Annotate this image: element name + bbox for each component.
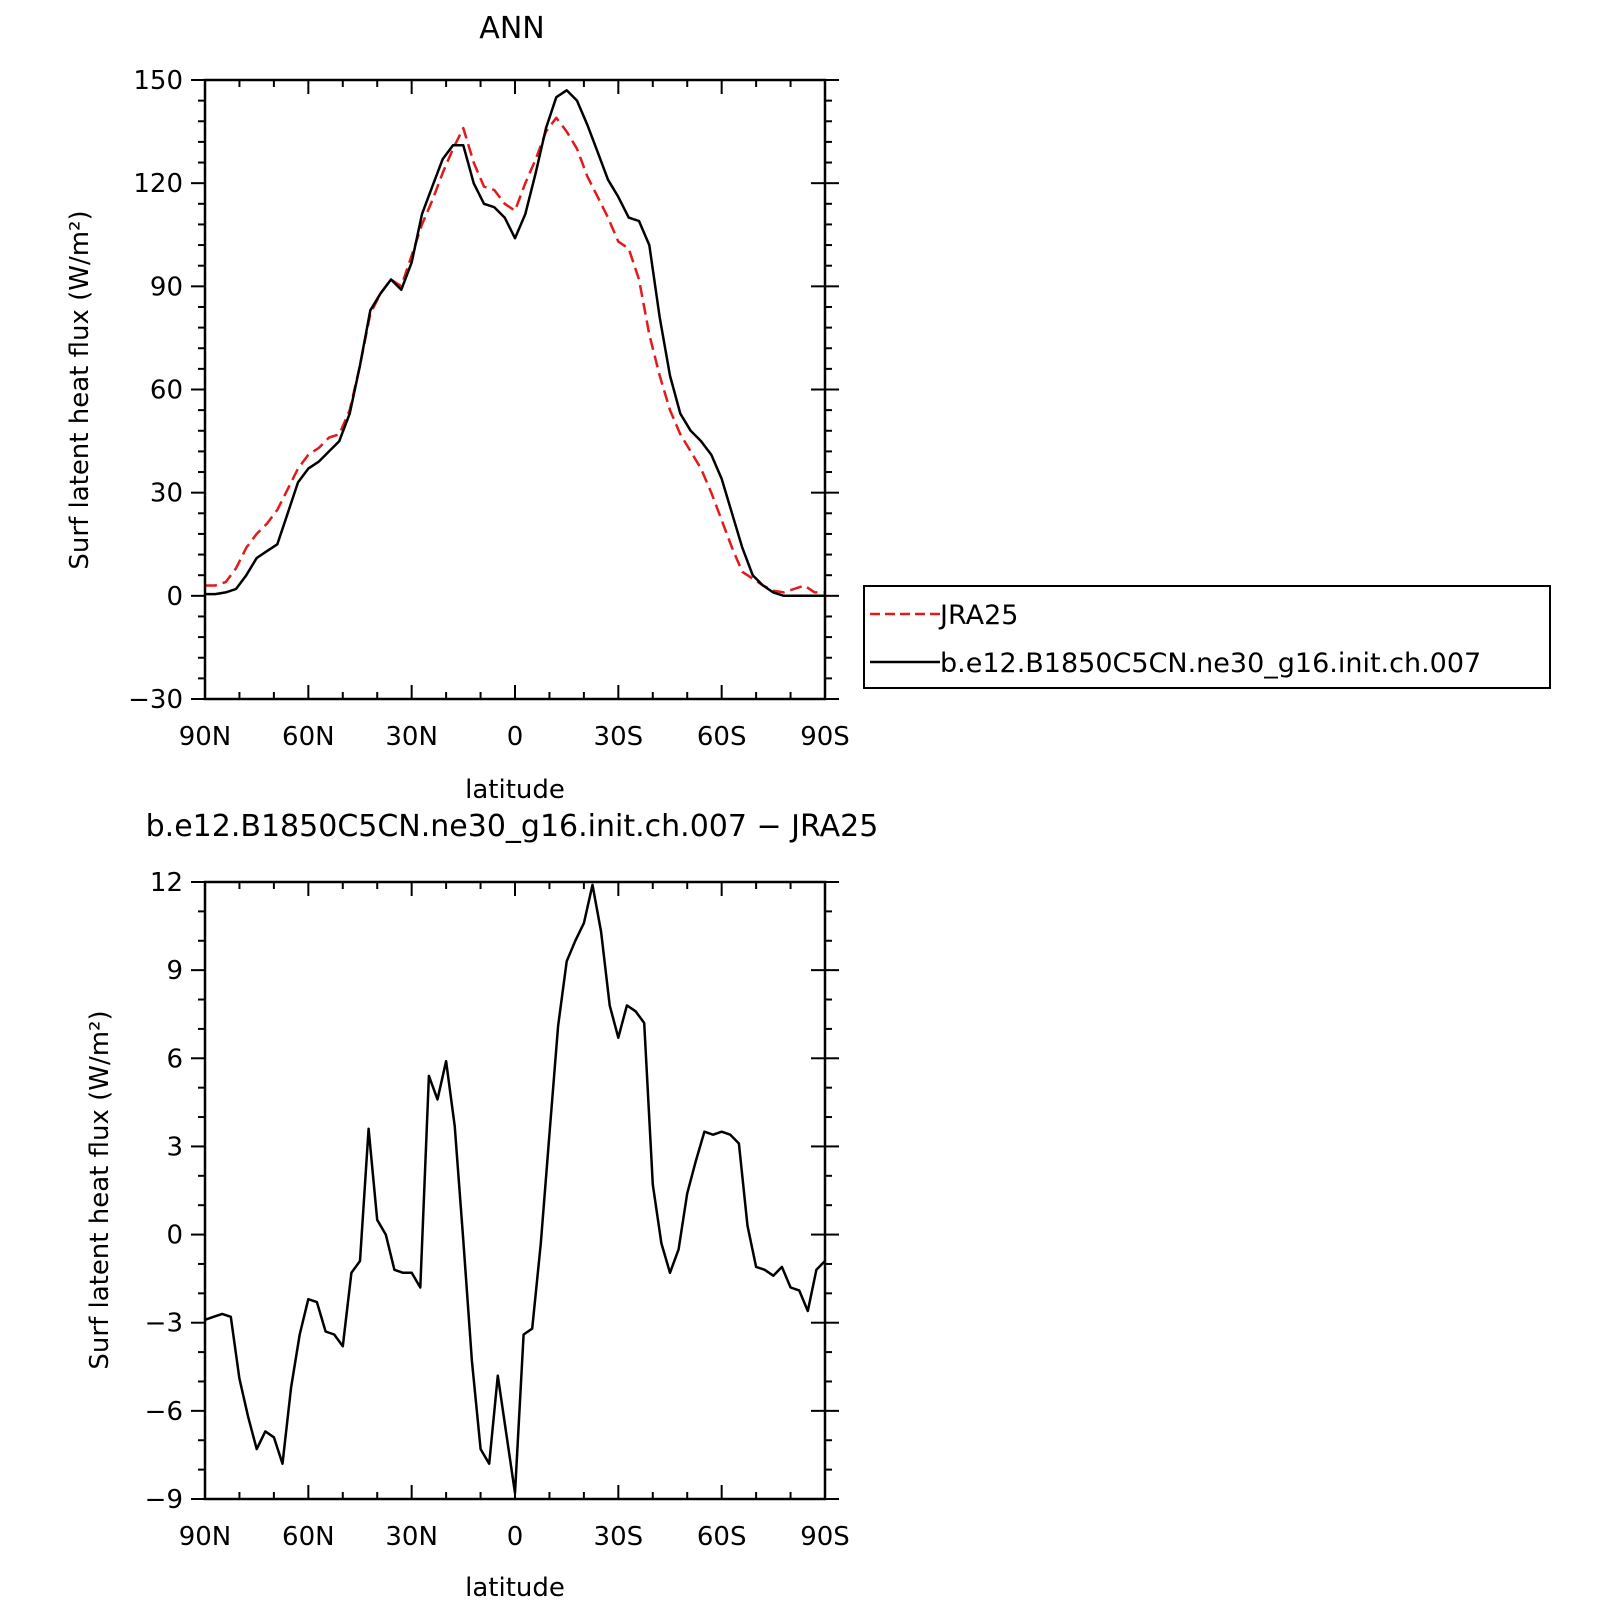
bottom-y-tick-label: 6 — [166, 1044, 183, 1074]
top-y-tick-label: −30 — [128, 685, 183, 715]
top-y-tick-label: 90 — [150, 272, 183, 302]
top-x-tick-label: 30N — [385, 722, 438, 752]
bottom-y-tick-label: −3 — [145, 1309, 183, 1339]
bottom-y-tick-label: 12 — [150, 868, 183, 898]
bottom-x-tick-label: 0 — [507, 1522, 524, 1552]
top-series-line-jra25 — [205, 116, 825, 594]
bottom-y-tick-label: 9 — [166, 956, 183, 986]
top-x-axis-label: latitude — [465, 775, 565, 805]
top-y-tick-label: 150 — [133, 66, 183, 96]
legend: JRA25 b.e12.B1850C5CN.ne30_g16.init.ch.0… — [863, 585, 1551, 689]
bottom-plot-frame — [203, 880, 827, 1501]
legend-label-model: b.e12.B1850C5CN.ne30_g16.init.ch.007 — [940, 648, 1481, 679]
bottom-y-tick-label: 3 — [166, 1132, 183, 1162]
bottom-x-tick-label: 90S — [800, 1522, 850, 1552]
bottom-x-tick-label: 90N — [179, 1522, 232, 1552]
bottom-panel: b.e12.B1850C5CN.ne30_g16.init.ch.007 − J… — [85, 809, 878, 1603]
top-y-tick-label: 60 — [150, 376, 183, 406]
top-y-axis-label: Surf latent heat flux (W/m²) — [65, 210, 95, 569]
bottom-title: b.e12.B1850C5CN.ne30_g16.init.ch.007 − J… — [146, 809, 879, 844]
top-y-tick-label: 0 — [166, 582, 183, 612]
top-y-tick-label: 120 — [133, 169, 183, 199]
top-series-line-model — [205, 89, 825, 598]
bottom-x-tick-label: 30N — [385, 1522, 438, 1552]
top-plot-frame — [203, 78, 827, 701]
bottom-x-axis-label: latitude — [465, 1573, 565, 1603]
bottom-x-tick-label: 30S — [594, 1522, 644, 1552]
bottom-y-axis-label: Surf latent heat flux (W/m²) — [85, 1010, 115, 1369]
top-x-tick-label: 0 — [507, 722, 524, 752]
top-x-tick-label: 90N — [179, 722, 232, 752]
top-y-tick-label: 30 — [150, 479, 183, 509]
bottom-y-tick-label: 0 — [166, 1221, 183, 1251]
bottom-y-tick-label: −9 — [145, 1485, 183, 1515]
bottom-x-tick-label: 60N — [282, 1522, 335, 1552]
bottom-x-tick-label: 60S — [697, 1522, 747, 1552]
legend-label-jra25: JRA25 — [938, 600, 1018, 631]
top-x-tick-label: 60S — [697, 722, 747, 752]
bottom-y-tick-label: −6 — [145, 1397, 183, 1427]
top-x-tick-label: 90S — [800, 722, 850, 752]
top-title: ANN — [479, 11, 544, 46]
top-x-tick-label: 60N — [282, 722, 335, 752]
top-panel: ANN 90N 60N 30N 0 30S 60S 90S−300306090120150 … — [65, 11, 850, 805]
bottom-series-line-difference — [204, 883, 826, 1495]
legend-box — [863, 585, 1551, 689]
top-x-tick-label: 30S — [594, 722, 644, 752]
